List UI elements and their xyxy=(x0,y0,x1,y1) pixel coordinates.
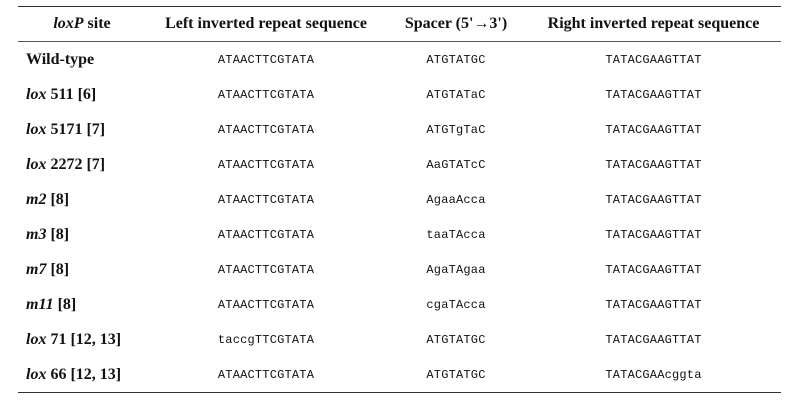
right-repeat-cell: TATACGAAGTTAT xyxy=(605,262,702,277)
site-name-cell: lox 5171 [7] xyxy=(18,112,146,147)
left-repeat-cell: ATAACTTCGTATA xyxy=(217,157,315,172)
header-left-repeat: Left inverted repeat sequence xyxy=(146,7,386,42)
table-row: m11 [8] ATAACTTCGTATA cgaTAcca TATACGAAGTTA… xyxy=(18,287,781,322)
site-name-cell: lox 71 [12, 13] xyxy=(18,322,146,357)
right-repeat-cell: TATACGAAcggta xyxy=(605,367,702,382)
table-row: lox 5171 [7] ATAACTTCGTATA ATGTgTaC TATACGA… xyxy=(18,112,781,147)
table-row: lox 71 [12, 13] taccgTTCGTATA ATGTATGC TATA… xyxy=(18,322,781,357)
header-spacer: Spacer (5'→3') xyxy=(386,7,526,42)
loxp-table-container: loxP site Left inverted repeat sequence … xyxy=(18,6,781,393)
left-repeat-cell: ATAACTTCGTATA xyxy=(217,227,315,242)
site-name-cell: Wild-type xyxy=(18,42,146,78)
site-name-rest: [8] xyxy=(53,295,77,313)
site-name-cell: lox 66 [12, 13] xyxy=(18,357,146,393)
site-name-cell: m3 [8] xyxy=(18,217,146,252)
site-name-italic: lox xyxy=(26,365,47,383)
table-row: m7 [8] ATAACTTCGTATA AgaTAgaa TATACGAAGTTAT xyxy=(18,252,781,287)
header-site-rest: site xyxy=(83,15,111,32)
right-repeat-cell: TATACGAAGTTAT xyxy=(605,227,702,242)
table-row: m2 [8] ATAACTTCGTATA AgaaAcca TATACGAAGTTAT xyxy=(18,182,781,217)
site-name-cell: m2 [8] xyxy=(18,182,146,217)
spacer-cell: ATGTATGC xyxy=(426,332,486,347)
spacer-cell: AgaTAgaa xyxy=(426,262,486,277)
left-repeat-cell: ATAACTTCGTATA xyxy=(217,367,315,382)
spacer-cell: ATGTATGC xyxy=(426,52,486,67)
site-name-rest: 2272 [7] xyxy=(46,155,106,173)
spacer-cell: AgaaAcca xyxy=(426,192,486,207)
table-row: lox 511 [6] ATAACTTCGTATA ATGTATaC TATACGAA… xyxy=(18,77,781,112)
loxp-sequence-table: loxP site Left inverted repeat sequence … xyxy=(18,6,781,393)
table-row: lox 66 [12, 13] ATAACTTCGTATA ATGTATGC TATA… xyxy=(18,357,781,393)
spacer-cell: ATGTgTaC xyxy=(426,122,486,137)
site-name-italic: lox xyxy=(26,85,47,103)
header-site-italic: loxP xyxy=(53,15,84,32)
left-repeat-cell: ATAACTTCGTATA xyxy=(217,52,315,67)
table-body: Wild-type ATAACTTCGTATA ATGTATGC TATACGAAGT… xyxy=(18,42,781,393)
left-repeat-cell: ATAACTTCGTATA xyxy=(217,262,315,277)
site-name-rest: Wild-type xyxy=(26,50,95,68)
header-right-repeat: Right inverted repeat sequence xyxy=(526,7,781,42)
table-row: m3 [8] ATAACTTCGTATA taaTAcca TATACGAAGTTAT xyxy=(18,217,781,252)
right-repeat-cell: TATACGAAGTTAT xyxy=(605,52,702,67)
site-name-rest: [8] xyxy=(46,225,70,243)
right-repeat-cell: TATACGAAGTTAT xyxy=(605,332,702,347)
site-name-rest: 511 [6] xyxy=(46,85,97,103)
left-repeat-cell: ATAACTTCGTATA xyxy=(217,297,315,312)
spacer-cell: ATGTATaC xyxy=(426,87,486,102)
right-repeat-cell: TATACGAAGTTAT xyxy=(605,297,702,312)
spacer-cell: cgaTAcca xyxy=(426,297,486,312)
site-name-italic: m3 xyxy=(26,225,47,243)
header-left-repeat-label: Left inverted repeat sequence xyxy=(165,15,367,32)
site-name-rest: 71 [12, 13] xyxy=(46,330,122,348)
site-name-cell: m11 [8] xyxy=(18,287,146,322)
site-name-cell: lox 511 [6] xyxy=(18,77,146,112)
left-repeat-cell: taccgTTCGTATA xyxy=(217,332,315,347)
right-repeat-cell: TATACGAAGTTAT xyxy=(605,192,702,207)
header-right-repeat-label: Right inverted repeat sequence xyxy=(547,15,760,32)
spacer-cell: taaTAcca xyxy=(426,227,486,242)
right-repeat-cell: TATACGAAGTTAT xyxy=(605,122,702,137)
site-name-cell: lox 2272 [7] xyxy=(18,147,146,182)
table-row: Wild-type ATAACTTCGTATA ATGTATGC TATACGAAGT… xyxy=(18,42,781,78)
site-name-rest: [8] xyxy=(46,190,70,208)
table-row: lox 2272 [7] ATAACTTCGTATA AaGTATcC TATACGA… xyxy=(18,147,781,182)
site-name-italic: m2 xyxy=(26,190,47,208)
header-site: loxP site xyxy=(18,7,146,42)
site-name-rest: [8] xyxy=(46,260,70,278)
right-repeat-cell: TATACGAAGTTAT xyxy=(605,157,702,172)
site-name-italic: lox xyxy=(26,155,47,173)
site-name-italic: lox xyxy=(26,120,47,138)
site-name-rest: 66 [12, 13] xyxy=(46,365,122,383)
left-repeat-cell: ATAACTTCGTATA xyxy=(217,87,315,102)
right-repeat-cell: TATACGAAGTTAT xyxy=(605,87,702,102)
site-name-rest: 5171 [7] xyxy=(46,120,106,138)
left-repeat-cell: ATAACTTCGTATA xyxy=(217,192,315,207)
table-header-row: loxP site Left inverted repeat sequence … xyxy=(18,6,781,42)
site-name-italic: m11 xyxy=(26,295,54,313)
spacer-cell: AaGTATcC xyxy=(426,157,486,172)
site-name-italic: m7 xyxy=(26,260,47,278)
spacer-cell: ATGTATGC xyxy=(426,367,486,382)
left-repeat-cell: ATAACTTCGTATA xyxy=(217,122,315,137)
site-name-cell: m7 [8] xyxy=(18,252,146,287)
site-name-italic: lox xyxy=(26,330,47,348)
header-spacer-label: Spacer (5'→3') xyxy=(404,15,508,32)
